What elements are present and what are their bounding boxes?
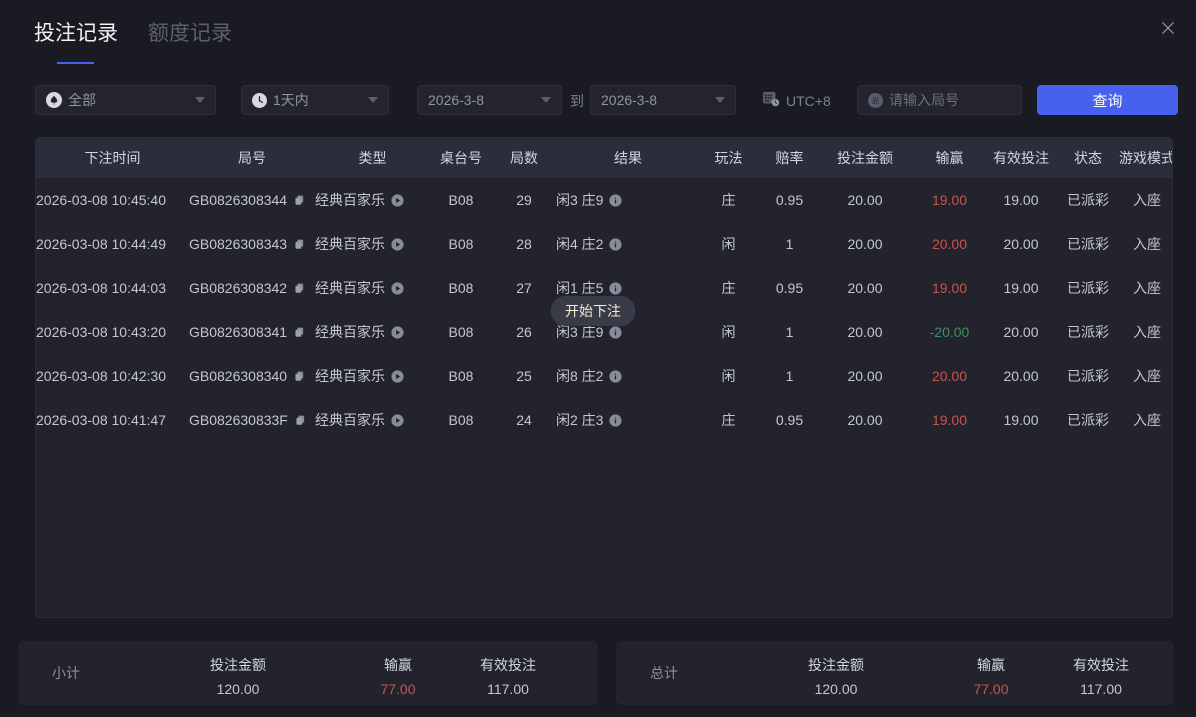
- svg-text:局: 局: [872, 96, 880, 105]
